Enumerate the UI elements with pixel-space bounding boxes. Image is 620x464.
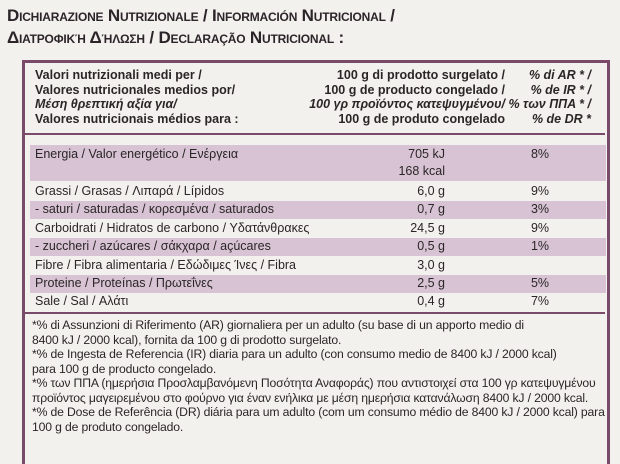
footer-separator bbox=[25, 312, 605, 314]
header-col2-line: 100 g di prodotto surgelato / bbox=[336, 68, 505, 82]
nutrient-label: Fibre / Fibra alimentaria / Εδώδιμες Ίνε… bbox=[35, 258, 297, 272]
nutrient-row-protein: Proteine / Proteínas / Πρωτεΐνες 2,5 g 5… bbox=[35, 274, 605, 293]
nutrient-value: 2,5 g bbox=[417, 276, 445, 290]
nutrient-value: 3,0 g bbox=[417, 258, 445, 272]
footnote-line: 8400 kJ / 2000 kcal), fornita da 100 g d… bbox=[32, 332, 342, 347]
nutrient-percent: 9% bbox=[530, 221, 550, 235]
nutrient-row-energy-kcal: 168 kcal bbox=[35, 162, 605, 181]
header-col3-line: % de IR * / bbox=[530, 82, 591, 97]
band-energy bbox=[30, 145, 606, 181]
nutrient-value-kcal: 168 kcal bbox=[398, 164, 445, 178]
header-col3-line: % di AR * / bbox=[528, 68, 591, 82]
header-col1-line: Valores nutricionales medios por/ bbox=[35, 82, 236, 97]
band-protein bbox=[30, 275, 606, 293]
footnote-line: προϊόντος μαγειρεμένου στο φούρνο για έν… bbox=[32, 390, 589, 405]
nutrient-value: 705 kJ bbox=[408, 147, 445, 161]
footnote-line: *% de Ingesta de Referencia (IR) diaria … bbox=[32, 347, 557, 361]
footnote-line: 100 g de produto congelado. bbox=[32, 419, 184, 434]
nutrient-percent: 8% bbox=[530, 147, 550, 161]
nutrient-value: 6,0 g bbox=[417, 184, 445, 198]
header-col3-line: % των ΠΠΑ * / bbox=[508, 97, 591, 111]
nutrient-percent: 3% bbox=[530, 202, 550, 216]
nutrient-value: 0,4 g bbox=[417, 294, 445, 308]
header-separator bbox=[25, 133, 605, 135]
nutrient-value: 0,5 g bbox=[417, 239, 445, 253]
heading-line-2: Διατροφική Δήλωση / Declaração Nutricion… bbox=[7, 28, 344, 47]
nutrient-row-carbohydrates: Carboidrati / Hidratos de carbono / Υδατ… bbox=[35, 219, 605, 238]
header-col1-line: Valores nutricionais médios para : bbox=[35, 111, 239, 126]
nutrient-percent: 7% bbox=[530, 294, 550, 308]
nutrient-label: Grassi / Grasas / Λιπαρά / Lípidos bbox=[35, 184, 225, 198]
band-saturated bbox=[30, 201, 606, 219]
footnote-line: *% di Assunzioni di Riferimento (AR) gio… bbox=[32, 318, 524, 332]
nutrient-label: - zuccheri / azúcares / σάκχαρα / açúcar… bbox=[35, 239, 271, 253]
nutrient-percent: 9% bbox=[530, 184, 550, 198]
header-col1-line: Μέση θρεπτική αξία για/ bbox=[35, 97, 177, 111]
nutrient-row-sugars: - zuccheri / azúcares / σάκχαρα / açúcar… bbox=[35, 237, 605, 256]
nutrient-label: Carboidrati / Hidratos de carbono / Υδατ… bbox=[35, 221, 310, 235]
nutrient-label: Sale / Sal / Αλάτι bbox=[35, 294, 129, 308]
nutrient-label: - saturi / saturadas / κορεσμένα / satur… bbox=[35, 202, 274, 216]
nutrient-row-fibre: Fibre / Fibra alimentaria / Εδώδιμες Ίνε… bbox=[35, 256, 605, 275]
nutrient-row-energy: Energia / Valor energético / Ενέργεια 70… bbox=[35, 145, 605, 164]
nutrient-percent: 1% bbox=[530, 239, 550, 253]
nutrient-label: Energia / Valor energético / Ενέργεια bbox=[35, 147, 239, 161]
nutrient-label: Proteine / Proteínas / Πρωτεΐνες bbox=[35, 276, 213, 290]
footnote-line: *% των ΠΠΑ (ημερήσια Προσλαμβανόμενη Ποσ… bbox=[32, 376, 596, 390]
footnote-line: *% de Dose de Referência (DR) diária par… bbox=[32, 405, 605, 419]
label-heading: Dichiarazione Nutrizionale / Información… bbox=[7, 5, 613, 49]
nutrient-value: 0,7 g bbox=[417, 202, 445, 216]
header-col3-line: % de DR * bbox=[531, 111, 591, 126]
nutrition-table-frame bbox=[22, 60, 610, 464]
nutrient-row-saturated: - saturi / saturadas / κορεσμένα / satur… bbox=[35, 200, 605, 219]
header-col2-line: 100 γρ προϊόντος κατεψυγμένου/ bbox=[309, 97, 505, 111]
heading-line-1: Dichiarazione Nutrizionale / Información… bbox=[7, 6, 395, 25]
band-sugars bbox=[30, 238, 606, 256]
header-col2-line: 100 g de producto congelado / bbox=[324, 82, 505, 97]
header-col2-line: 100 g de produto congelado bbox=[338, 111, 505, 126]
table-header: Valori nutrizionali medi per / 100 g di … bbox=[35, 68, 605, 126]
nutrient-row-salt: Sale / Sal / Αλάτι 0,4 g 7% bbox=[35, 292, 605, 311]
footnotes: *% di Assunzioni di Riferimento (AR) gio… bbox=[32, 318, 607, 434]
nutrient-row-fat: Grassi / Grasas / Λιπαρά / Lípidos 6,0 g… bbox=[35, 182, 605, 201]
nutrient-value: 24,5 g bbox=[410, 221, 445, 235]
nutrient-percent: 5% bbox=[530, 276, 550, 290]
footnote-line: para 100 g de producto congelado. bbox=[32, 361, 217, 376]
header-col1-line: Valori nutrizionali medi per / bbox=[35, 68, 202, 82]
